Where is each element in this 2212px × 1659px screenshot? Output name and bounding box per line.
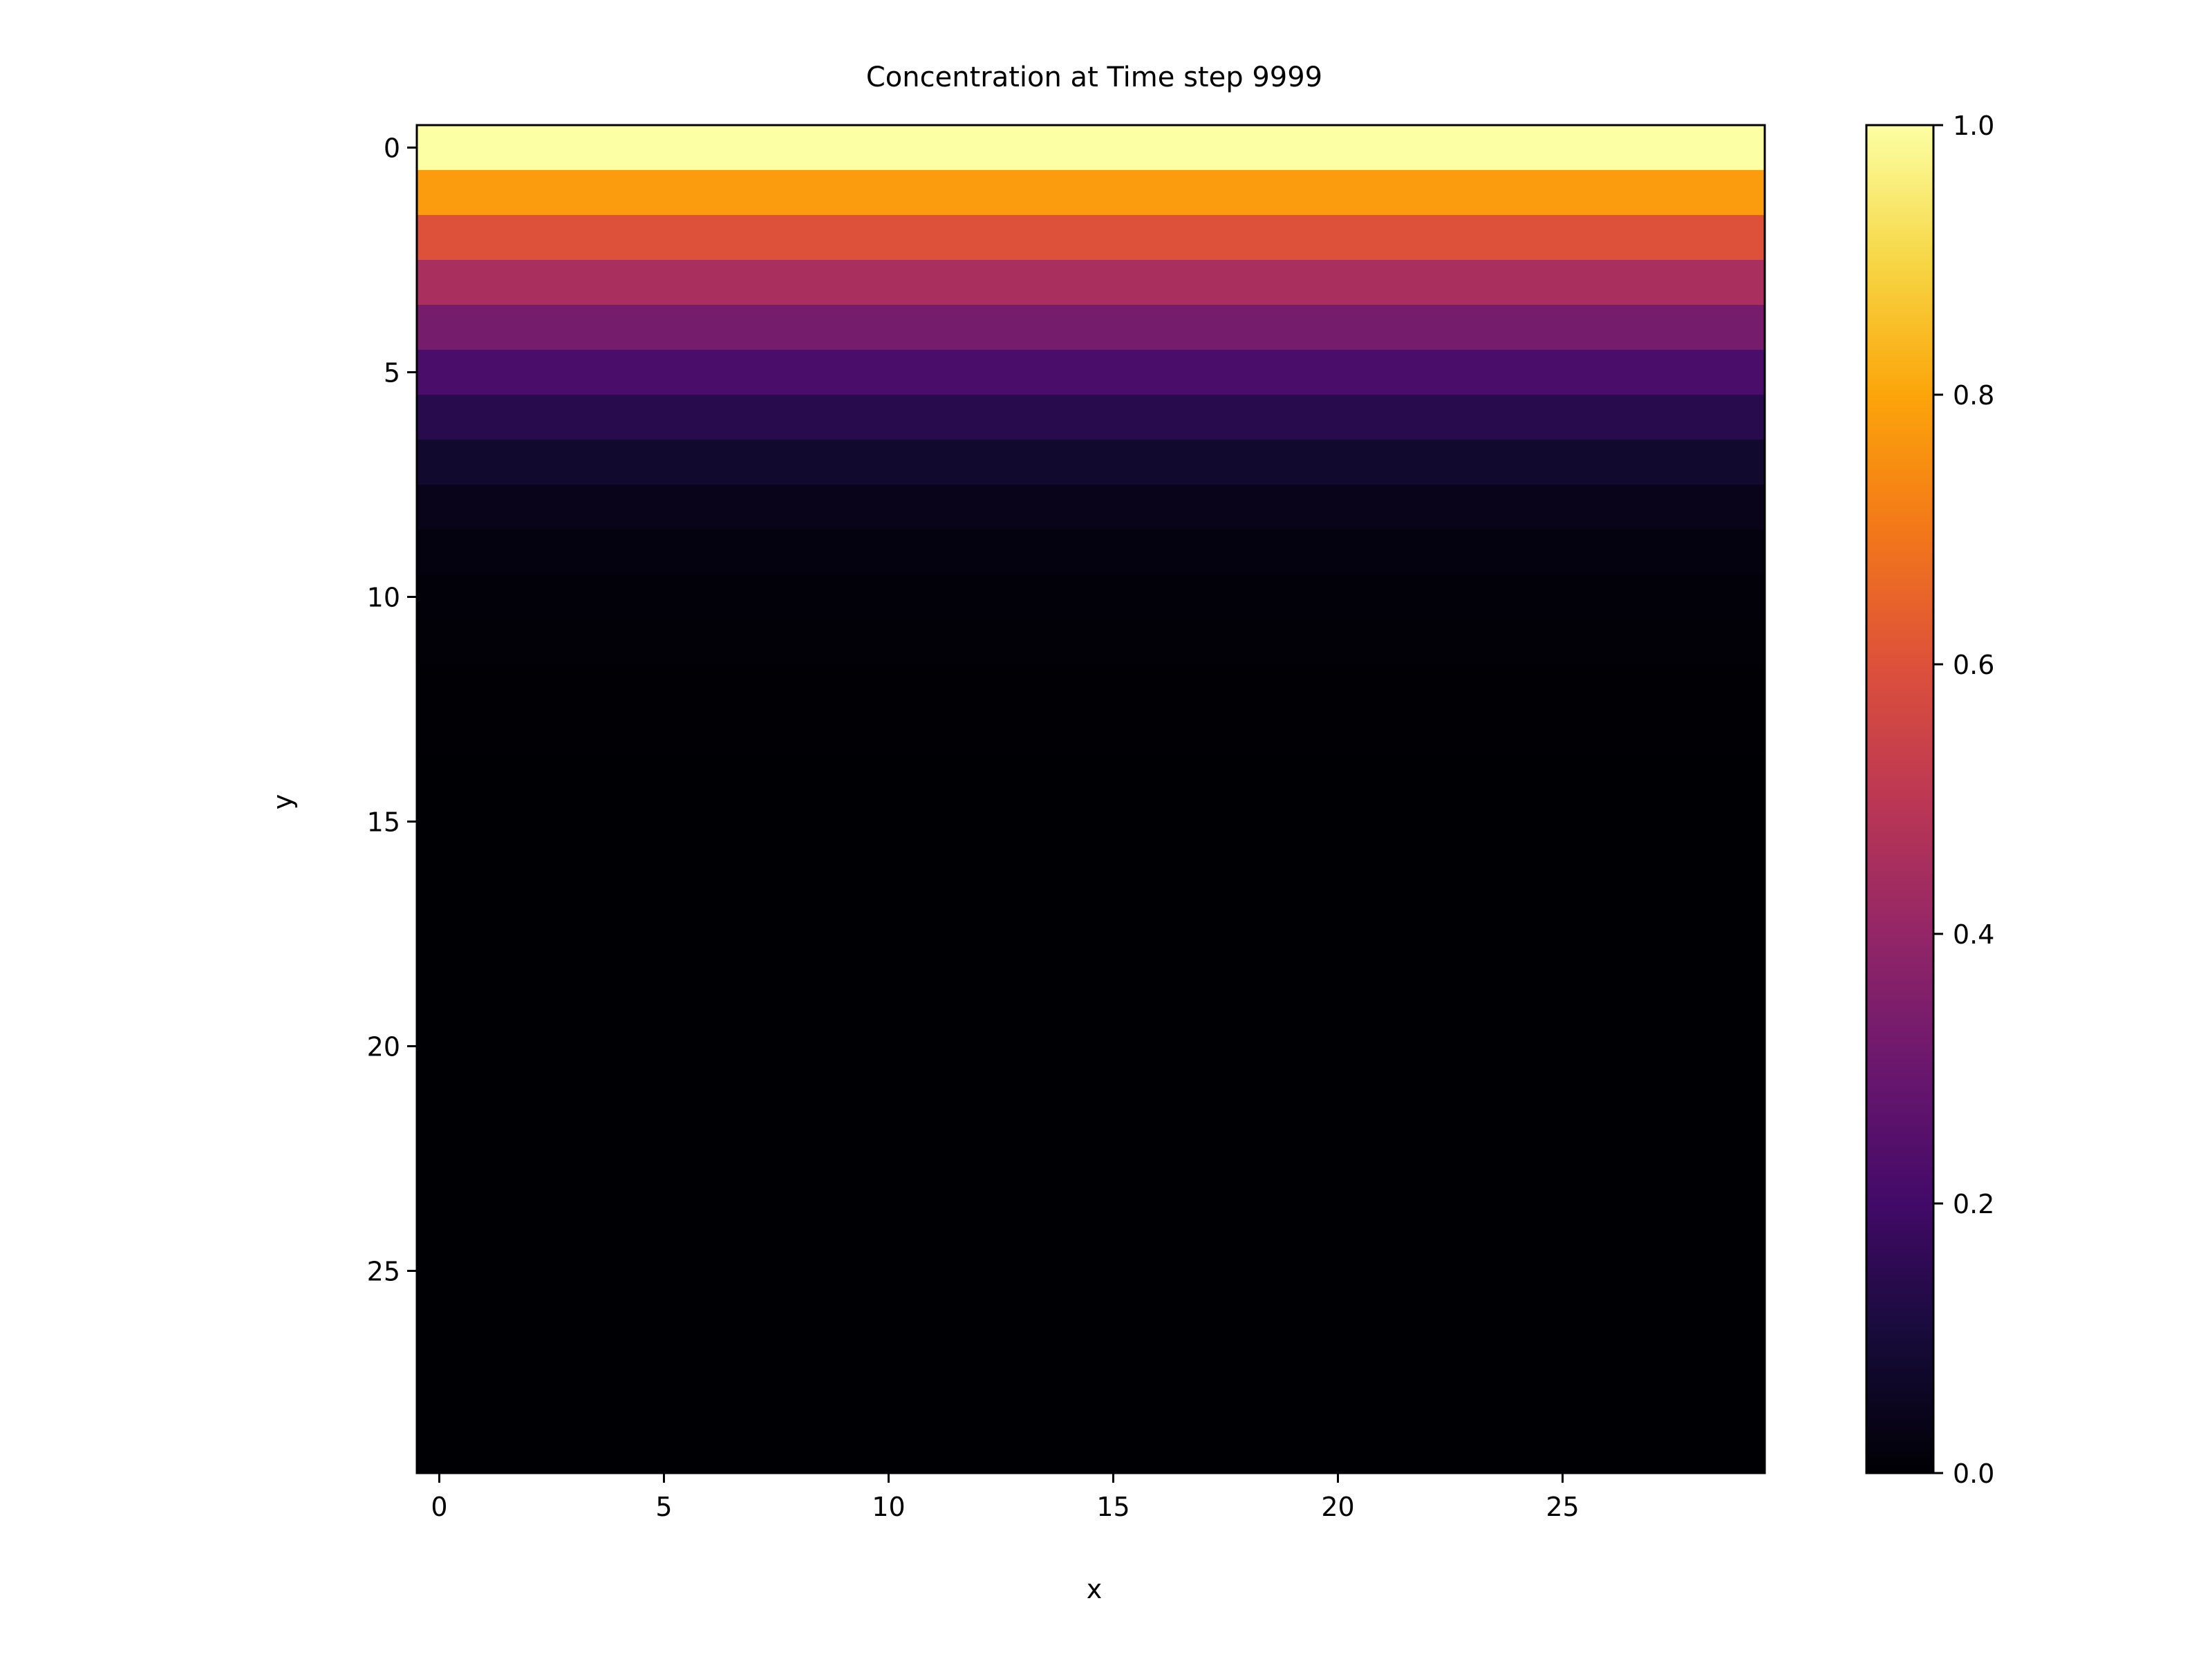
- heatmap-row-28: [417, 1383, 1765, 1429]
- y-axis: 0 5 10 15 20 25: [367, 133, 417, 1287]
- heatmap-row-17: [417, 889, 1765, 935]
- y-axis-label: y: [268, 794, 298, 810]
- heatmap-row-16: [417, 844, 1765, 890]
- x-tick-label: 10: [872, 1492, 905, 1522]
- heatmap-row-24: [417, 1203, 1765, 1249]
- heatmap-row-2: [417, 215, 1765, 261]
- x-tick-label: 15: [1096, 1492, 1130, 1522]
- colorbar-tick-label: 0.0: [1953, 1459, 1994, 1489]
- heatmap-row-1: [417, 170, 1765, 216]
- heatmap-row-19: [417, 979, 1765, 1024]
- x-axis: 0 5 10 15 20 25: [431, 1473, 1580, 1522]
- heatmap-row-15: [417, 799, 1765, 845]
- plot-frame: [415, 124, 1766, 1474]
- heatmap-row-0: [417, 125, 1765, 171]
- x-tick-label: 20: [1321, 1492, 1354, 1522]
- heatmap-row-20: [417, 1024, 1765, 1069]
- y-tick-label: 15: [367, 807, 400, 838]
- heatmap-row-29: [417, 1428, 1765, 1474]
- heatmap-row-13: [417, 709, 1765, 755]
- colorbar-ticks: 0.0 0.2 0.4 0.6 0.8 1.0: [1933, 111, 1994, 1489]
- heatmap-row-14: [417, 754, 1765, 800]
- y-tick-label: 5: [384, 358, 400, 388]
- heatmap-row-25: [417, 1248, 1765, 1294]
- x-axis-label: x: [1087, 1574, 1103, 1604]
- x-tick-label: 0: [431, 1492, 447, 1522]
- x-tick-label: 5: [655, 1492, 672, 1522]
- x-tick-label: 25: [1546, 1492, 1579, 1522]
- heatmap-row-27: [417, 1338, 1765, 1384]
- heatmap-row-4: [417, 305, 1765, 350]
- chart-title: Concentration at Time step 9999: [866, 62, 1322, 93]
- heatmap-row-3: [417, 260, 1765, 306]
- heatmap-row-6: [417, 395, 1765, 440]
- heatmap-cells: [417, 125, 1765, 1474]
- heatmap-row-5: [417, 350, 1765, 395]
- y-tick-label: 10: [367, 583, 400, 613]
- colorbar-tick-label: 0.4: [1953, 919, 1994, 950]
- heatmap-row-23: [417, 1159, 1765, 1204]
- colorbar-tick-label: 1.0: [1953, 111, 1994, 141]
- heatmap-row-21: [417, 1069, 1765, 1114]
- heatmap-row-8: [417, 485, 1765, 530]
- heatmap-row-22: [417, 1114, 1765, 1159]
- heatmap-row-26: [417, 1293, 1765, 1339]
- heatmap-row-9: [417, 529, 1765, 575]
- heatmap-row-7: [417, 440, 1765, 485]
- heatmap-row-18: [417, 934, 1765, 980]
- heatmap-row-10: [417, 574, 1765, 620]
- heatmap-row-12: [417, 664, 1765, 710]
- colorbar-tick-label: 0.6: [1953, 650, 1994, 680]
- heatmap-row-11: [417, 619, 1765, 665]
- y-tick-label: 25: [367, 1257, 400, 1287]
- colorbar-tick-label: 0.2: [1953, 1189, 1994, 1219]
- y-tick-label: 20: [367, 1032, 400, 1062]
- y-tick-label: 0: [384, 133, 400, 164]
- colorbar-tick-label: 0.8: [1953, 380, 1994, 411]
- colorbar: [1865, 124, 1935, 1474]
